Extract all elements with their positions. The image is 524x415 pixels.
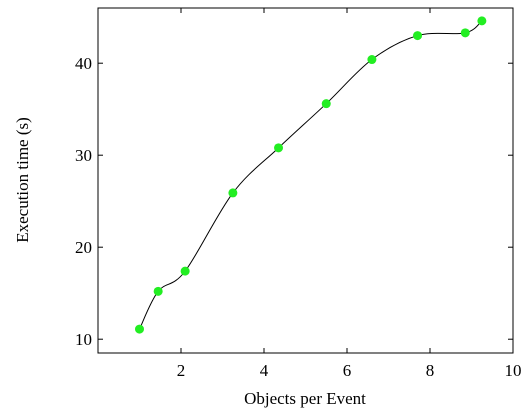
data-point: [228, 188, 238, 198]
data-point: [135, 324, 144, 334]
y-tick-label: 30: [75, 146, 92, 165]
x-axis-ticks: 2 4 6 8 10: [177, 8, 522, 380]
plot-frame: [97, 7, 514, 354]
data-point: [460, 28, 470, 38]
data-point: [477, 16, 487, 26]
y-tick-label: 20: [75, 238, 92, 257]
data-point: [321, 99, 331, 109]
y-axis-ticks: 10 20 30 40: [75, 54, 513, 349]
x-tick-label: 6: [343, 361, 352, 380]
x-axis-label: Objects per Event: [244, 389, 366, 408]
data-point: [367, 55, 377, 65]
x-tick-label: 10: [505, 361, 522, 380]
y-axis-label: Execution time (s): [13, 117, 32, 243]
data-points: [135, 16, 487, 334]
data-point: [153, 286, 163, 296]
y-tick-label: 40: [75, 54, 92, 73]
x-tick-label: 4: [260, 361, 269, 380]
data-point: [413, 31, 423, 41]
x-tick-label: 8: [426, 361, 435, 380]
x-tick-label: 2: [177, 361, 186, 380]
data-point: [274, 143, 284, 153]
series-line: [139, 20, 483, 330]
y-tick-label: 10: [75, 330, 92, 349]
data-point: [180, 266, 190, 276]
